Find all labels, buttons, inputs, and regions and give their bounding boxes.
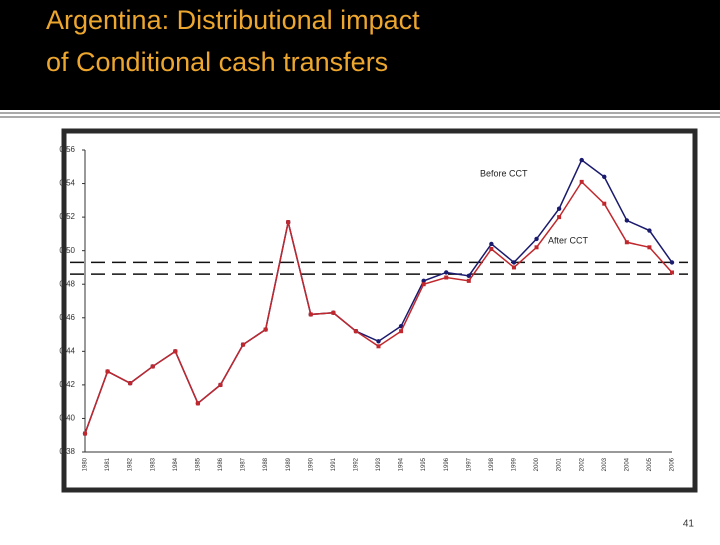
y-tick-label: 0.48 [59,279,75,288]
x-tick-label: 1999 [512,457,518,471]
marker [444,270,449,275]
marker [579,179,584,184]
marker [466,278,471,283]
marker [534,236,539,242]
x-tick-label: 1997 [466,457,472,471]
marker [670,270,674,275]
series-label: After CCT [548,235,589,245]
marker [353,329,358,334]
x-tick-label: 1995 [421,457,427,471]
x-tick-label: 1987 [241,457,247,471]
marker [444,275,449,280]
x-tick-label: 1982 [128,457,134,471]
y-tick-label: 0.42 [59,380,75,389]
marker [556,206,562,211]
marker [376,339,381,344]
x-tick-label: 2005 [647,457,653,471]
marker [669,260,675,265]
x-tick-label: 2006 [670,457,676,471]
marker [150,364,155,369]
marker [241,342,246,347]
marker [263,327,268,332]
y-tick-label: 0.38 [59,447,75,456]
marker [105,369,110,374]
marker [602,174,607,180]
x-tick-label: 1991 [331,457,337,471]
x-tick-label: 1993 [376,457,382,471]
x-tick-label: 1996 [444,457,450,471]
marker [399,329,404,334]
y-tick-label: 0.52 [59,212,75,221]
marker [489,246,494,251]
x-tick-label: 1998 [489,457,495,471]
x-tick-label: 2003 [602,457,608,471]
x-tick-label: 1984 [173,457,179,471]
marker [511,265,516,270]
y-tick-label: 0.50 [59,246,75,255]
marker [421,278,426,284]
x-tick-label: 1990 [308,457,314,471]
x-tick-label: 1994 [399,457,405,471]
x-tick-label: 2000 [534,457,540,471]
marker [286,220,291,225]
marker [218,382,223,387]
x-tick-label: 1980 [83,457,89,471]
marker [466,273,472,279]
header-band [0,0,720,110]
marker [195,401,200,406]
marker [647,228,652,233]
x-tick-label: 1986 [218,457,224,471]
marker [557,215,562,220]
x-tick-label: 2002 [579,457,585,471]
x-tick-label: 2001 [557,457,563,471]
marker [489,241,494,247]
x-tick-label: 1992 [354,457,360,471]
x-tick-label: 1989 [286,457,292,471]
series-label: Before CCT [480,168,528,178]
y-tick-label: 0.54 [59,179,75,188]
marker [647,245,652,250]
chart-frame [61,128,698,493]
y-tick-label: 0.46 [59,313,75,322]
y-tick-label: 0.56 [59,145,75,154]
marker [534,245,539,250]
marker [308,312,313,317]
marker [579,157,584,163]
marker [173,349,178,354]
y-tick-label: 0.40 [59,414,75,423]
x-tick-label: 2004 [624,457,630,471]
marker [128,381,133,386]
marker [376,344,381,349]
x-tick-label: 1981 [105,457,111,471]
x-tick-label: 1985 [195,457,201,471]
slide-title: Argentina: Distributional impact [46,5,420,35]
marker [331,310,336,315]
slide-title: of Conditional cash transfers [46,47,388,77]
marker [624,240,629,245]
marker [511,260,517,265]
marker [602,201,607,206]
x-tick-label: 1983 [150,457,156,471]
x-tick-label: 1988 [263,457,269,471]
page-number: 41 [683,519,695,530]
marker [421,282,426,287]
y-tick-label: 0.44 [59,346,75,355]
marker [624,218,630,223]
marker [83,431,87,436]
